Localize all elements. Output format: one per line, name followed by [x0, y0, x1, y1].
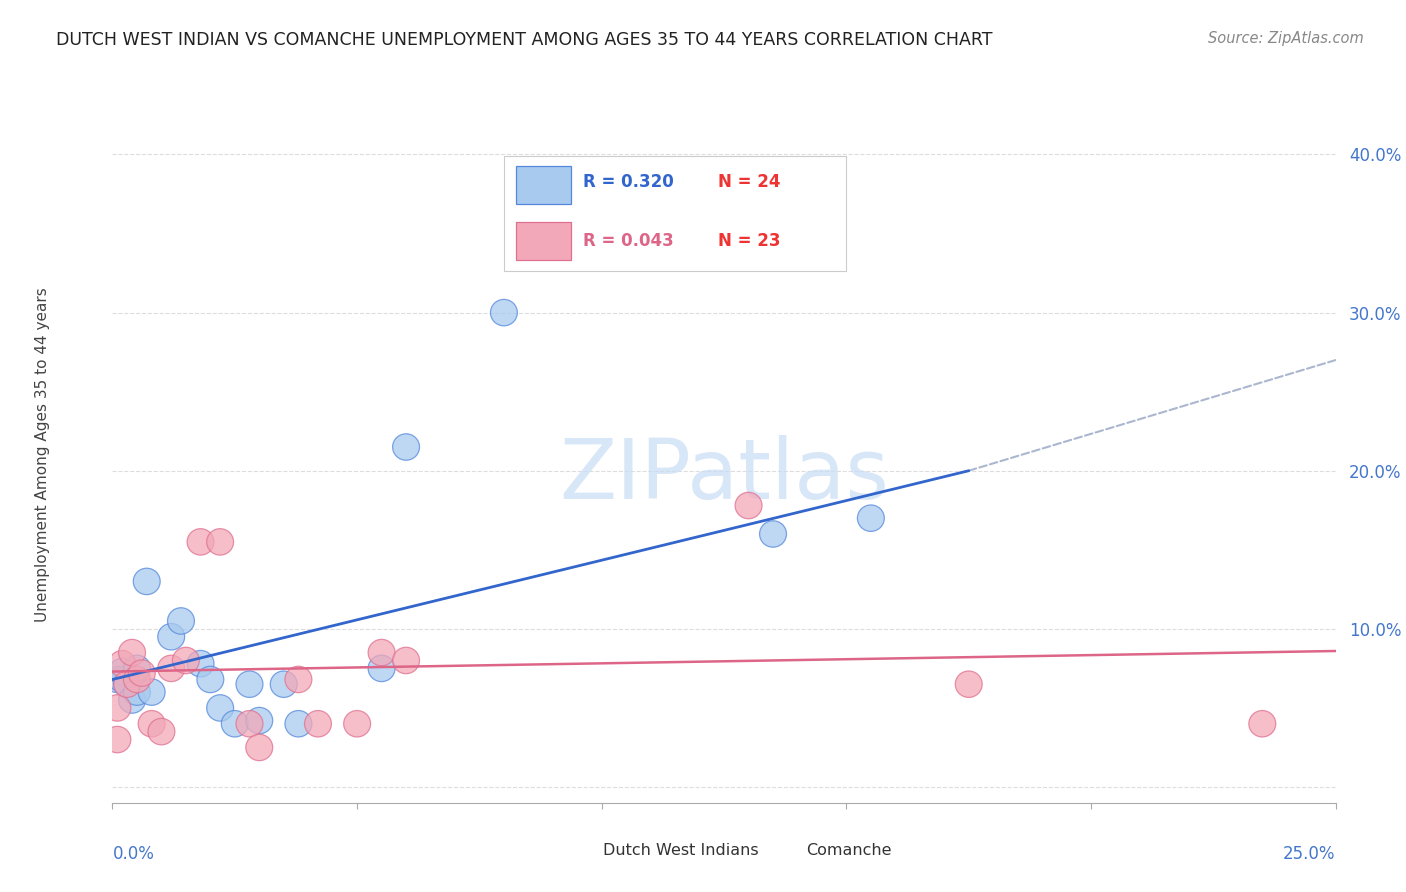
Ellipse shape	[128, 660, 155, 686]
Text: Dutch West Indians: Dutch West Indians	[603, 843, 759, 858]
Ellipse shape	[858, 505, 884, 532]
Ellipse shape	[134, 568, 160, 595]
Text: Comanche: Comanche	[806, 843, 891, 858]
FancyBboxPatch shape	[766, 841, 797, 862]
Ellipse shape	[270, 671, 297, 698]
Ellipse shape	[187, 529, 214, 555]
Ellipse shape	[187, 650, 214, 677]
Ellipse shape	[246, 734, 273, 761]
Ellipse shape	[108, 666, 136, 693]
Text: DUTCH WEST INDIAN VS COMANCHE UNEMPLOYMENT AMONG AGES 35 TO 44 YEARS CORRELATION: DUTCH WEST INDIAN VS COMANCHE UNEMPLOYME…	[56, 31, 993, 49]
Text: Source: ZipAtlas.com: Source: ZipAtlas.com	[1208, 31, 1364, 46]
Ellipse shape	[104, 666, 131, 693]
Ellipse shape	[173, 648, 200, 673]
Ellipse shape	[735, 492, 762, 519]
Ellipse shape	[1249, 711, 1275, 737]
Ellipse shape	[108, 658, 136, 685]
FancyBboxPatch shape	[516, 222, 571, 260]
Ellipse shape	[207, 695, 233, 721]
FancyBboxPatch shape	[516, 166, 571, 204]
Ellipse shape	[114, 671, 141, 698]
Ellipse shape	[305, 711, 332, 737]
Ellipse shape	[118, 687, 145, 714]
Ellipse shape	[148, 718, 174, 745]
Ellipse shape	[285, 666, 312, 693]
Ellipse shape	[246, 707, 273, 734]
Ellipse shape	[343, 711, 371, 737]
Ellipse shape	[104, 726, 131, 753]
Text: N = 23: N = 23	[718, 232, 780, 250]
Ellipse shape	[124, 666, 150, 693]
Ellipse shape	[368, 655, 395, 681]
Ellipse shape	[236, 671, 263, 698]
Ellipse shape	[392, 434, 419, 460]
Ellipse shape	[491, 300, 517, 326]
Ellipse shape	[392, 648, 419, 673]
Ellipse shape	[207, 529, 233, 555]
Ellipse shape	[955, 671, 983, 698]
Ellipse shape	[236, 711, 263, 737]
Text: R = 0.320: R = 0.320	[583, 173, 673, 191]
FancyBboxPatch shape	[503, 156, 846, 270]
Ellipse shape	[157, 655, 184, 681]
Text: N = 24: N = 24	[718, 173, 780, 191]
Ellipse shape	[104, 695, 131, 721]
Ellipse shape	[368, 640, 395, 665]
Ellipse shape	[157, 624, 184, 650]
Ellipse shape	[138, 711, 165, 737]
Text: 0.0%: 0.0%	[112, 845, 155, 863]
Ellipse shape	[221, 711, 249, 737]
Ellipse shape	[118, 640, 145, 665]
Ellipse shape	[108, 650, 136, 677]
Ellipse shape	[138, 679, 165, 706]
Ellipse shape	[124, 679, 150, 706]
Ellipse shape	[114, 671, 141, 698]
Text: 25.0%: 25.0%	[1284, 845, 1336, 863]
Text: Unemployment Among Ages 35 to 44 years: Unemployment Among Ages 35 to 44 years	[35, 287, 49, 623]
Ellipse shape	[167, 607, 194, 634]
Text: R = 0.043: R = 0.043	[583, 232, 673, 250]
Ellipse shape	[285, 711, 312, 737]
Ellipse shape	[124, 655, 150, 681]
Text: ZIPatlas: ZIPatlas	[560, 435, 889, 516]
Ellipse shape	[197, 666, 224, 693]
FancyBboxPatch shape	[565, 841, 596, 862]
Ellipse shape	[759, 521, 786, 547]
